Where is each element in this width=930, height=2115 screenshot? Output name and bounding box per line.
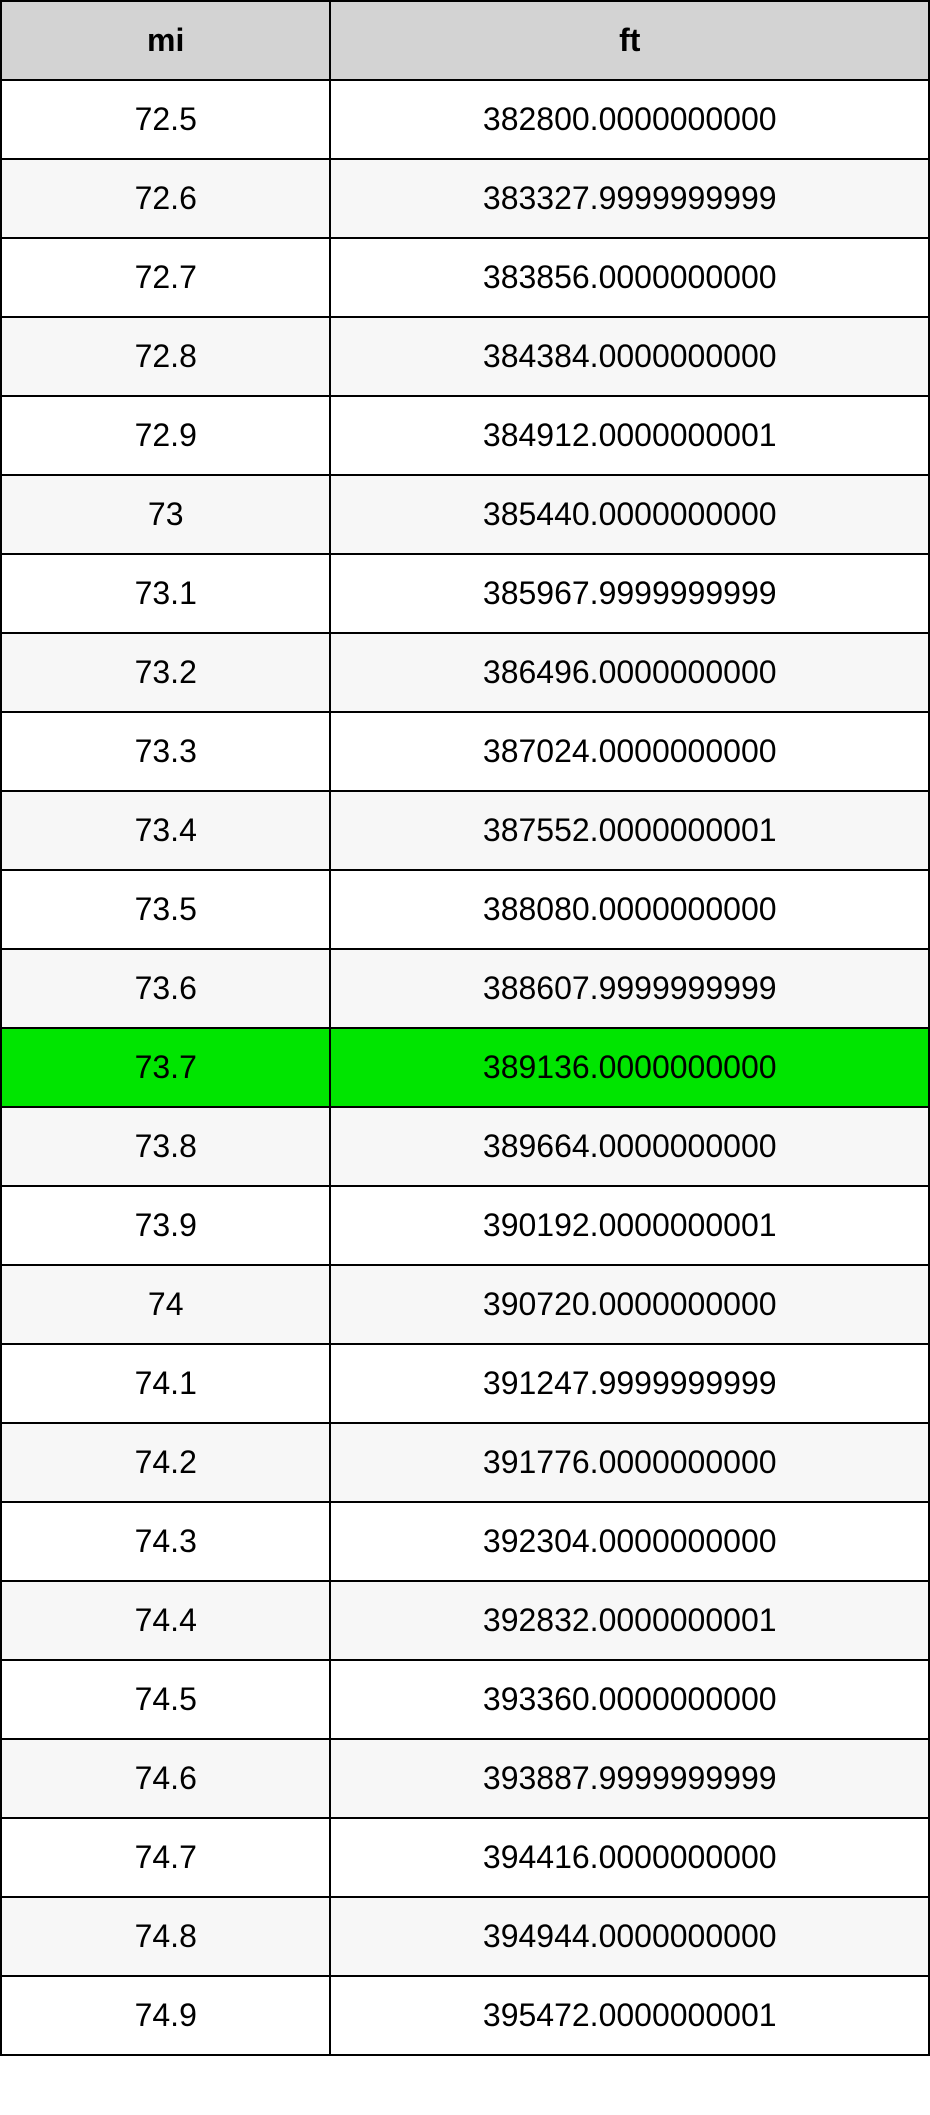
column-header-ft: ft bbox=[330, 1, 929, 80]
cell-mi: 74.7 bbox=[1, 1818, 330, 1897]
cell-mi: 74.1 bbox=[1, 1344, 330, 1423]
cell-ft: 383327.9999999999 bbox=[330, 159, 929, 238]
cell-mi: 73.9 bbox=[1, 1186, 330, 1265]
cell-ft: 387552.0000000001 bbox=[330, 791, 929, 870]
table-row: 74.1391247.9999999999 bbox=[1, 1344, 929, 1423]
cell-ft: 394944.0000000000 bbox=[330, 1897, 929, 1976]
cell-mi: 72.9 bbox=[1, 396, 330, 475]
cell-mi: 74.2 bbox=[1, 1423, 330, 1502]
cell-mi: 74.8 bbox=[1, 1897, 330, 1976]
table-header-row: mi ft bbox=[1, 1, 929, 80]
cell-mi: 73.1 bbox=[1, 554, 330, 633]
cell-mi: 73.3 bbox=[1, 712, 330, 791]
cell-mi: 72.7 bbox=[1, 238, 330, 317]
cell-ft: 383856.0000000000 bbox=[330, 238, 929, 317]
cell-ft: 390720.0000000000 bbox=[330, 1265, 929, 1344]
cell-ft: 392832.0000000001 bbox=[330, 1581, 929, 1660]
cell-ft: 386496.0000000000 bbox=[330, 633, 929, 712]
table-row: 74.8394944.0000000000 bbox=[1, 1897, 929, 1976]
table-row: 74.9395472.0000000001 bbox=[1, 1976, 929, 2055]
table-row: 73.6388607.9999999999 bbox=[1, 949, 929, 1028]
cell-ft: 384384.0000000000 bbox=[330, 317, 929, 396]
cell-mi: 73.6 bbox=[1, 949, 330, 1028]
table-row: 74.6393887.9999999999 bbox=[1, 1739, 929, 1818]
cell-ft: 394416.0000000000 bbox=[330, 1818, 929, 1897]
cell-mi: 73.8 bbox=[1, 1107, 330, 1186]
cell-ft: 388080.0000000000 bbox=[330, 870, 929, 949]
table-row: 74.4392832.0000000001 bbox=[1, 1581, 929, 1660]
cell-mi: 72.6 bbox=[1, 159, 330, 238]
cell-ft: 390192.0000000001 bbox=[330, 1186, 929, 1265]
table-row: 73.9390192.0000000001 bbox=[1, 1186, 929, 1265]
table-row: 74.2391776.0000000000 bbox=[1, 1423, 929, 1502]
cell-ft: 391247.9999999999 bbox=[330, 1344, 929, 1423]
cell-ft: 392304.0000000000 bbox=[330, 1502, 929, 1581]
table-row: 73.7389136.0000000000 bbox=[1, 1028, 929, 1107]
table-row: 74.5393360.0000000000 bbox=[1, 1660, 929, 1739]
cell-mi: 74 bbox=[1, 1265, 330, 1344]
table-row: 73.8389664.0000000000 bbox=[1, 1107, 929, 1186]
table-row: 72.8384384.0000000000 bbox=[1, 317, 929, 396]
table-row: 73.2386496.0000000000 bbox=[1, 633, 929, 712]
cell-mi: 73.2 bbox=[1, 633, 330, 712]
cell-mi: 73 bbox=[1, 475, 330, 554]
table-row: 73.3387024.0000000000 bbox=[1, 712, 929, 791]
cell-mi: 73.4 bbox=[1, 791, 330, 870]
cell-mi: 74.3 bbox=[1, 1502, 330, 1581]
cell-mi: 74.4 bbox=[1, 1581, 330, 1660]
table-row: 74.3392304.0000000000 bbox=[1, 1502, 929, 1581]
cell-mi: 72.8 bbox=[1, 317, 330, 396]
cell-ft: 385440.0000000000 bbox=[330, 475, 929, 554]
column-header-mi: mi bbox=[1, 1, 330, 80]
table-row: 72.6383327.9999999999 bbox=[1, 159, 929, 238]
cell-ft: 389136.0000000000 bbox=[330, 1028, 929, 1107]
table-row: 73.5388080.0000000000 bbox=[1, 870, 929, 949]
cell-ft: 382800.0000000000 bbox=[330, 80, 929, 159]
table-row: 72.5382800.0000000000 bbox=[1, 80, 929, 159]
cell-ft: 391776.0000000000 bbox=[330, 1423, 929, 1502]
cell-mi: 73.5 bbox=[1, 870, 330, 949]
table-row: 73.4387552.0000000001 bbox=[1, 791, 929, 870]
conversion-table: mi ft 72.5382800.000000000072.6383327.99… bbox=[0, 0, 930, 2056]
table-row: 73385440.0000000000 bbox=[1, 475, 929, 554]
cell-ft: 384912.0000000001 bbox=[330, 396, 929, 475]
cell-ft: 393887.9999999999 bbox=[330, 1739, 929, 1818]
table-row: 72.7383856.0000000000 bbox=[1, 238, 929, 317]
cell-ft: 388607.9999999999 bbox=[330, 949, 929, 1028]
table-row: 72.9384912.0000000001 bbox=[1, 396, 929, 475]
cell-ft: 387024.0000000000 bbox=[330, 712, 929, 791]
cell-ft: 393360.0000000000 bbox=[330, 1660, 929, 1739]
cell-mi: 74.9 bbox=[1, 1976, 330, 2055]
cell-ft: 389664.0000000000 bbox=[330, 1107, 929, 1186]
table-row: 74.7394416.0000000000 bbox=[1, 1818, 929, 1897]
cell-ft: 395472.0000000001 bbox=[330, 1976, 929, 2055]
cell-mi: 73.7 bbox=[1, 1028, 330, 1107]
cell-mi: 74.5 bbox=[1, 1660, 330, 1739]
table-row: 74390720.0000000000 bbox=[1, 1265, 929, 1344]
cell-mi: 72.5 bbox=[1, 80, 330, 159]
cell-mi: 74.6 bbox=[1, 1739, 330, 1818]
cell-ft: 385967.9999999999 bbox=[330, 554, 929, 633]
table-row: 73.1385967.9999999999 bbox=[1, 554, 929, 633]
